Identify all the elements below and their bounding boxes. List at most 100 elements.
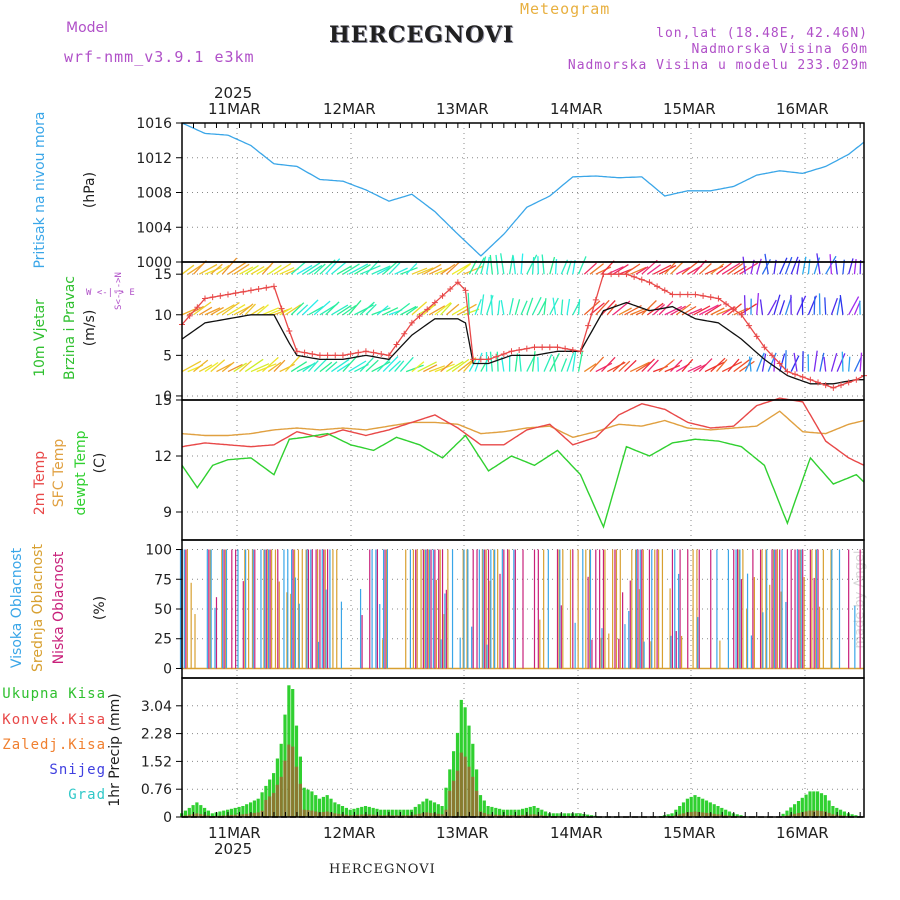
wind-arrow xyxy=(216,264,230,275)
precip-bar-total xyxy=(839,809,843,817)
precip-bar-total xyxy=(226,809,230,817)
wind-arrow xyxy=(512,255,516,275)
wind-speed-marker xyxy=(217,292,224,299)
precip-bar-total xyxy=(463,707,467,817)
precip-bar-convective xyxy=(249,813,253,817)
wind-speed-marker xyxy=(592,296,599,303)
wind-arrow xyxy=(290,261,307,275)
wind-arrow xyxy=(537,300,546,316)
wind-title-1: 10m Vjetar xyxy=(32,299,48,377)
precip-bar-convective xyxy=(662,816,666,817)
wind-arrow xyxy=(560,358,568,372)
wind-speed-marker xyxy=(439,292,446,299)
wind-arrow xyxy=(531,296,542,316)
precip-bar-total xyxy=(494,807,498,817)
wind-arrow xyxy=(830,297,839,315)
tick-label-wind-1: 10 xyxy=(154,308,172,324)
precip-bar-convective xyxy=(272,792,276,817)
precip-bar-convective xyxy=(570,816,574,817)
wind-arrow xyxy=(497,300,501,315)
wind-arrow xyxy=(635,266,649,275)
wind-arrow xyxy=(348,360,367,373)
wind-arrow xyxy=(543,354,553,372)
wind-speed-marker xyxy=(799,374,806,380)
wind-arrow xyxy=(446,360,464,373)
precip-bar-total xyxy=(528,806,532,817)
precip-bar-convective xyxy=(482,812,486,817)
wind-arrow xyxy=(549,297,559,316)
wind-arrow xyxy=(267,264,282,275)
wind-arrow xyxy=(839,295,844,315)
precip-bar-convective xyxy=(386,815,391,817)
wind-arrow xyxy=(784,296,793,315)
precip-bar-total xyxy=(678,806,682,817)
pressure-line xyxy=(181,122,865,257)
wind-arrow xyxy=(325,361,338,373)
precip-bar-convective xyxy=(402,815,406,817)
wind-speed-marker xyxy=(240,288,247,295)
wind-speed-marker xyxy=(416,313,423,320)
wind-speed-marker xyxy=(347,351,354,357)
bottom-year-label: 2025 xyxy=(214,840,253,858)
precip-bar-convective xyxy=(394,815,398,817)
wind-arrow xyxy=(496,351,499,372)
data-layer xyxy=(179,122,867,818)
wind-arrow xyxy=(836,297,841,315)
precip-bar-total xyxy=(402,809,406,817)
wind-arrow xyxy=(848,258,854,275)
precip-bar-total xyxy=(823,795,827,817)
top-day-label-3: 13MAR xyxy=(436,100,489,118)
wind-arrow xyxy=(250,266,265,275)
wind-speed-marker xyxy=(370,349,377,356)
precip-bar-total xyxy=(444,787,448,817)
wind-speed-marker xyxy=(700,292,707,299)
temp-2m-line xyxy=(181,397,865,466)
precip-bar-total xyxy=(183,810,187,817)
precip-bar-total xyxy=(203,807,207,817)
precip-bar-convective xyxy=(490,814,494,817)
wind-arrow xyxy=(836,353,846,372)
tick-label-wind-3: 0 xyxy=(163,389,172,405)
wind-arrow xyxy=(748,356,752,372)
precip-bar-total xyxy=(379,809,383,817)
wind-speed-marker xyxy=(270,283,277,290)
wind-arrow xyxy=(296,304,309,316)
wind-arrow xyxy=(693,259,707,275)
wind-arrow xyxy=(784,256,793,275)
wind-speed-marker xyxy=(761,344,768,351)
precip-bar-convective xyxy=(544,815,548,817)
precip-bar-total xyxy=(670,813,674,817)
wind-arrow xyxy=(440,302,452,316)
wind-speed-marker xyxy=(638,276,645,283)
wind-arrow xyxy=(204,361,219,373)
wind-arrow xyxy=(394,267,408,275)
wind-arrow xyxy=(204,307,221,316)
precip-bar-convective xyxy=(298,783,302,817)
wind-speed-marker xyxy=(385,352,392,359)
precip-bar-total xyxy=(195,802,199,817)
precip-bar-convective xyxy=(563,816,567,817)
precip-bar-convective xyxy=(574,816,578,817)
wind-arrow xyxy=(250,305,265,316)
wind-speed-marker xyxy=(324,352,331,359)
wind-speed-marker xyxy=(608,271,615,278)
precip-bar-convective xyxy=(203,814,207,817)
precip-bar-total xyxy=(252,800,256,817)
precip-bar-total xyxy=(513,809,517,817)
wind-arrow xyxy=(388,309,403,316)
precip-bar-total xyxy=(375,808,379,817)
wind-arrow xyxy=(790,256,799,275)
tick-label-cloud-4: 0 xyxy=(163,661,172,677)
wind-arrow xyxy=(715,359,728,373)
precip-bar-convective xyxy=(436,813,440,817)
wind-speed-marker xyxy=(339,352,346,359)
wind-arrow xyxy=(377,266,391,275)
wind-arrow xyxy=(256,265,272,275)
wind-arrow xyxy=(261,261,274,275)
wind-speed-marker xyxy=(730,306,737,313)
wind-arrow xyxy=(354,264,371,275)
wind-arrow xyxy=(704,303,722,316)
wind-arrow xyxy=(687,265,703,275)
precip-bar-convective xyxy=(839,815,843,817)
wind-arrow xyxy=(577,350,584,372)
